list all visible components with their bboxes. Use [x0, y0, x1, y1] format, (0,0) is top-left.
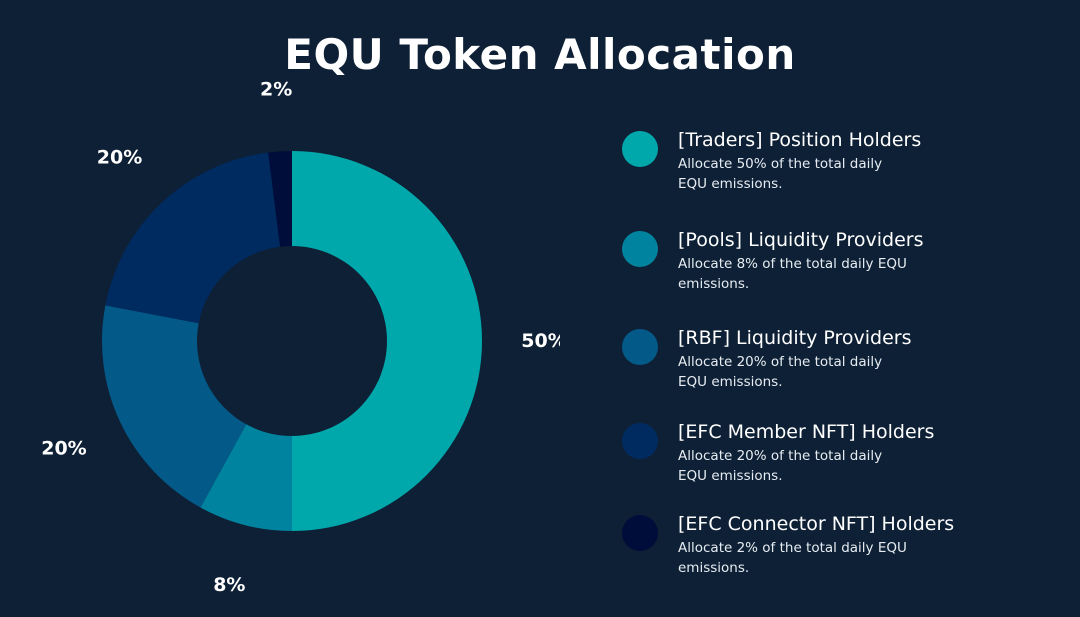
donut-slices: [101, 151, 482, 531]
legend-label: [EFC Member NFT] Holders: [678, 421, 935, 443]
slice-efc-member: [105, 152, 281, 324]
legend-item-rbf: [RBF] Liquidity Providers Allocate 20% o…: [622, 326, 1062, 396]
legend-item-pools: [Pools] Liquidity Providers Allocate 8% …: [622, 228, 1062, 298]
legend-item-efc-connector: [EFC Connector NFT] Holders Allocate 2% …: [622, 512, 1062, 582]
slice-labels: 50% 8% 20% 20% 2%: [41, 78, 560, 596]
slice-rbf: [101, 305, 247, 508]
slice-label-traders: 50%: [521, 330, 560, 352]
legend-label: [Pools] Liquidity Providers: [678, 229, 924, 251]
donut-chart: 50% 8% 20% 20% 2%: [41, 78, 560, 596]
slice-pools: [200, 424, 292, 531]
legend-swatch: [622, 131, 658, 167]
legend-item-efc-member: [EFC Member NFT] Holders Allocate 20% of…: [622, 420, 1062, 490]
legend-label: [RBF] Liquidity Providers: [678, 327, 912, 349]
slice-label-efc-connector: 2%: [260, 78, 292, 100]
legend-description: Allocate 20% of the total daily EQU emis…: [678, 448, 883, 484]
slice-label-efc-member: 20%: [97, 146, 142, 168]
legend-label: [Traders] Position Holders: [678, 129, 922, 151]
legend-description: Allocate 50% of the total daily EQU emis…: [678, 156, 883, 192]
slice-label-rbf: 20%: [41, 437, 86, 459]
slice-traders: [292, 151, 482, 531]
legend-label: [EFC Connector NFT] Holders: [678, 513, 955, 535]
legend-item-traders: [Traders] Position Holders Allocate 50% …: [622, 128, 1062, 198]
legend-swatch: [622, 329, 658, 365]
legend-swatch: [622, 423, 658, 459]
slice-efc-connector: [268, 151, 292, 247]
legend-description: Allocate 2% of the total daily EQU emiss…: [678, 540, 907, 576]
chart-title: EQU Token Allocation: [284, 30, 796, 79]
legend-swatch: [622, 515, 658, 551]
legend-description: Allocate 20% of the total daily EQU emis…: [678, 354, 883, 390]
legend-description: Allocate 8% of the total daily EQU emiss…: [678, 256, 907, 292]
legend-swatch: [622, 231, 658, 267]
slice-label-pools: 8%: [213, 574, 245, 596]
